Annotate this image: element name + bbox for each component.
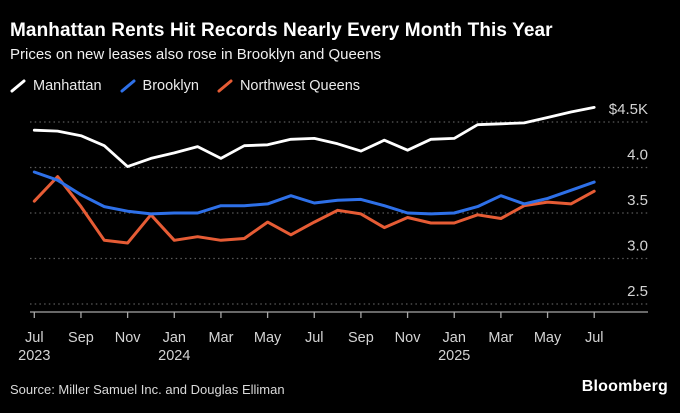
y-axis-label-4: 4.0 (627, 147, 648, 164)
manhattan-line-swatch-icon (10, 79, 26, 93)
y-axis-label-2.5: 2.5 (627, 283, 648, 300)
legend-item-manhattan: Manhattan (10, 78, 102, 94)
legend-item-brooklyn: Brooklyn (120, 78, 199, 94)
y-axis-label-4.5: $4.5K (609, 101, 648, 118)
x-axis-label-month: Sep (348, 330, 374, 346)
legend-label-northwest-queens: Northwest Queens (239, 78, 361, 94)
x-axis-label-month: Jul (585, 330, 604, 346)
x-axis-label-month: Mar (208, 330, 233, 346)
x-axis-label-month: Jan (163, 330, 186, 346)
x-axis-label-month: May (534, 330, 562, 346)
northwest-queens-line (32, 175, 596, 245)
legend-item-northwest-queens: Northwest Queens (217, 78, 360, 94)
brooklyn-line-swatch-icon (120, 79, 136, 93)
legend: Manhattan Brooklyn Northwest Queens (10, 78, 360, 94)
x-axis-label-month: Sep (68, 330, 94, 346)
x-axis-label-year: 2024 (158, 348, 190, 364)
brooklyn-line (32, 170, 596, 216)
x-axis-label-year: 2025 (438, 348, 470, 364)
x-axis-label-month: Nov (395, 330, 422, 346)
legend-label-manhattan: Manhattan (33, 78, 102, 94)
x-axis-label-year: 2023 (18, 348, 50, 364)
x-axis-label-month: Jan (443, 330, 466, 346)
x-axis-label-month: Jul (25, 330, 44, 346)
x-axis-label-month: Jul (305, 330, 324, 346)
x-axis-label-month: Nov (115, 330, 142, 346)
legend-label-brooklyn: Brooklyn (142, 78, 199, 94)
x-axis-label-month: May (254, 330, 282, 346)
manhattan-line (32, 105, 596, 168)
northwest-queens-line-swatch-icon (217, 79, 233, 93)
bloomberg-logo: Bloomberg (581, 378, 668, 395)
x-axis-label-month: Mar (488, 330, 513, 346)
chart-title: Manhattan Rents Hit Records Nearly Every… (10, 20, 553, 41)
chart-subtitle: Prices on new leases also rose in Brookl… (10, 46, 382, 63)
rent-line-chart: $4.5K 4.0 3.5 3.0 2.5 Jul 2023 Sep Nov Jan 2024 Mar… (18, 101, 648, 364)
source-note: Source: Miller Samuel Inc. and Douglas E… (10, 382, 285, 397)
y-axis-label-3: 3.0 (627, 238, 648, 255)
y-axis-label-3.5: 3.5 (627, 192, 648, 209)
